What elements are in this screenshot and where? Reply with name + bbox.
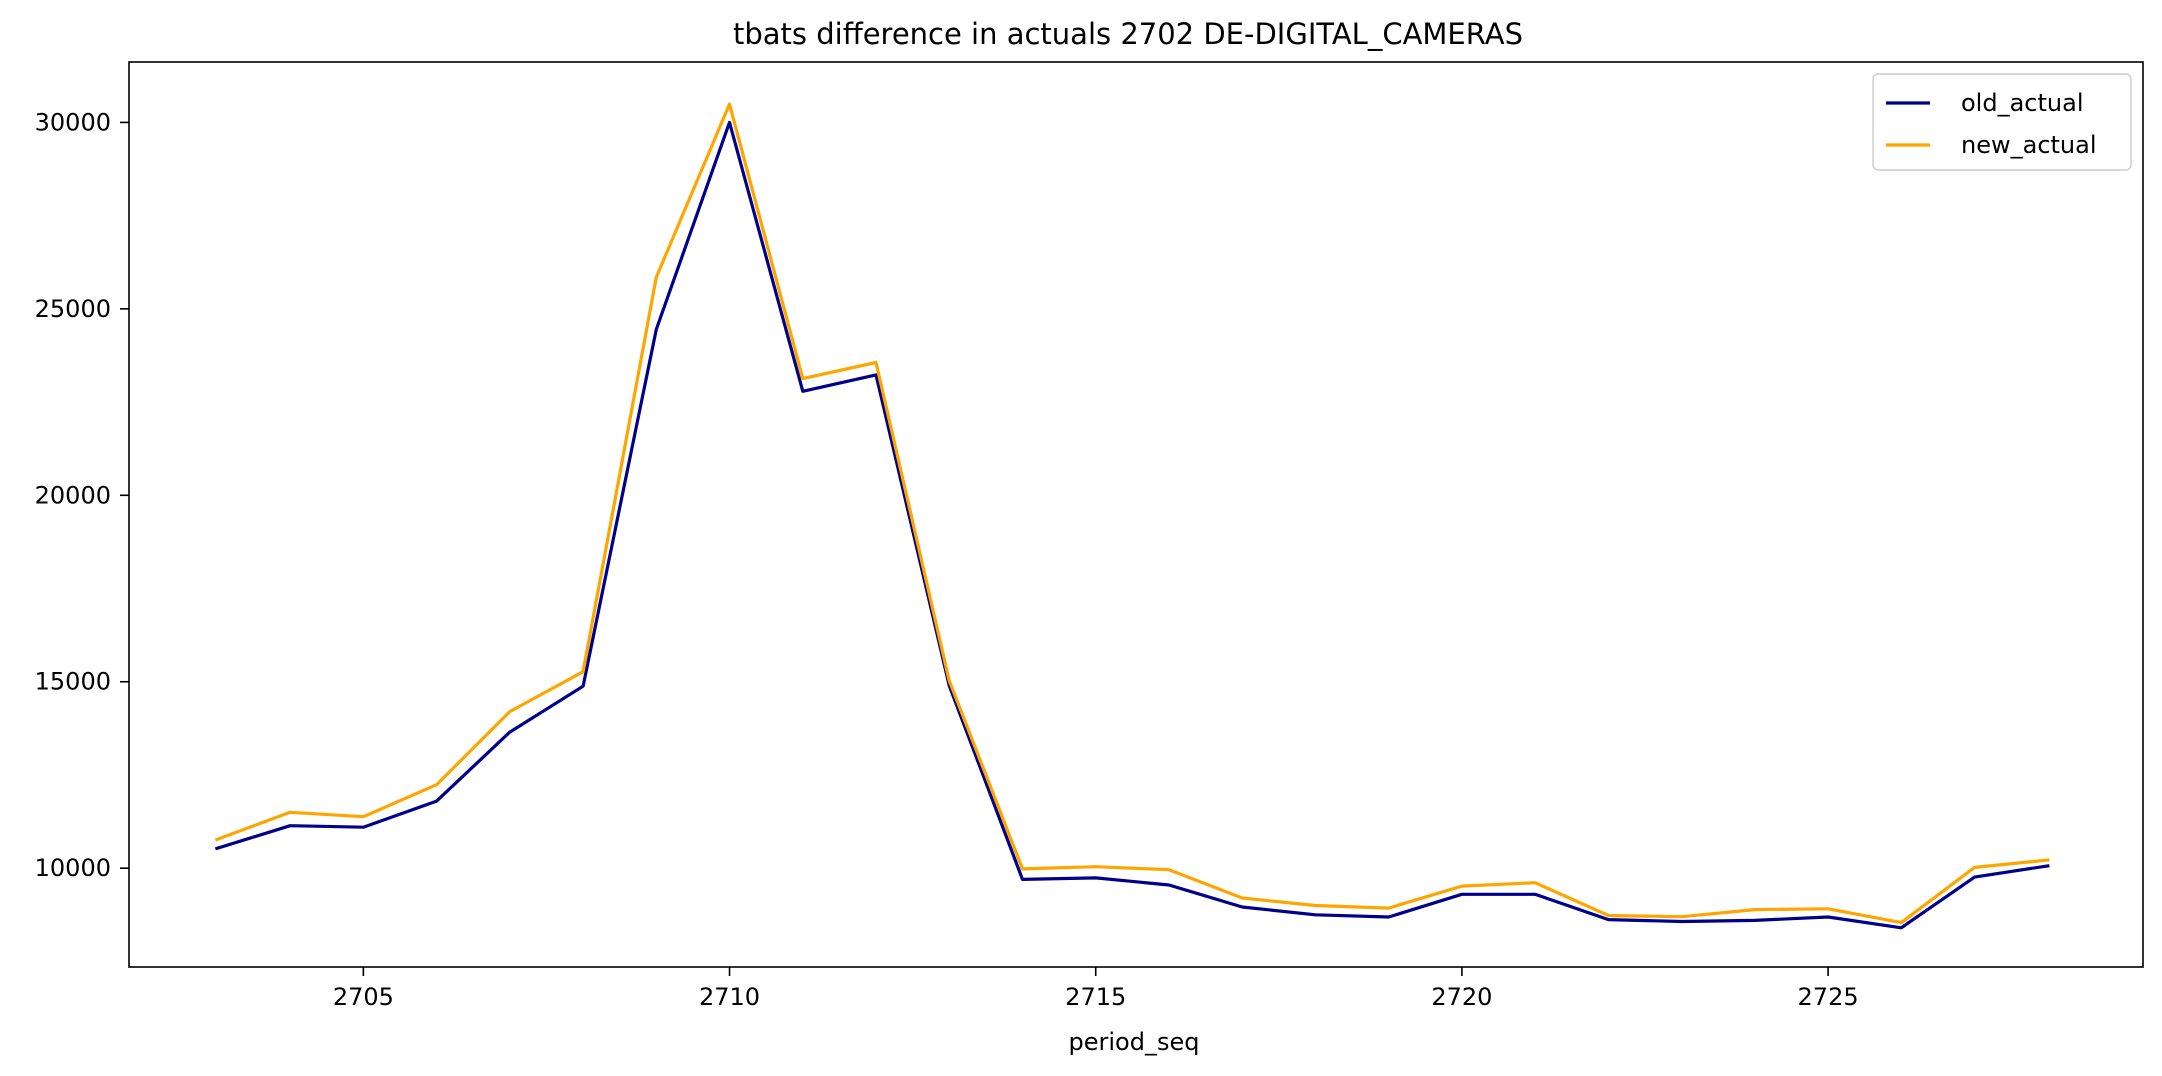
plot-frame	[128, 61, 2144, 968]
legend-box	[1872, 73, 2132, 171]
legend-label-old-actual: old_actual	[1961, 89, 2083, 117]
x-tick-label: 2710	[699, 983, 760, 1011]
x-tick-label: 2705	[333, 983, 394, 1011]
y-tick-label: 25000	[35, 295, 111, 323]
chart-title: tbats difference in actuals 2702 DE-DIGI…	[733, 17, 1523, 51]
y-tick-label: 10000	[35, 854, 111, 882]
x-tick-label: 2725	[1798, 983, 1859, 1011]
x-axis: 2705 2710 2715 2720 2725	[333, 967, 1859, 1011]
series-layer	[214, 102, 2050, 930]
series-line-new-actual	[214, 102, 2050, 925]
x-tick-label: 2715	[1065, 983, 1126, 1011]
legend-label-new-actual: new_actual	[1961, 131, 2097, 159]
y-axis: 10000 15000 20000 25000 30000	[35, 108, 129, 882]
plot-area	[128, 61, 2144, 968]
legend: old_actual new_actual	[1872, 73, 2132, 171]
y-tick-label: 20000	[35, 481, 111, 509]
x-axis-label: period_seq	[1069, 1028, 1200, 1056]
x-tick-label: 2720	[1431, 983, 1492, 1011]
series-line-old-actual	[214, 120, 2050, 930]
y-tick-label: 15000	[35, 668, 111, 696]
y-tick-label: 30000	[35, 108, 111, 136]
